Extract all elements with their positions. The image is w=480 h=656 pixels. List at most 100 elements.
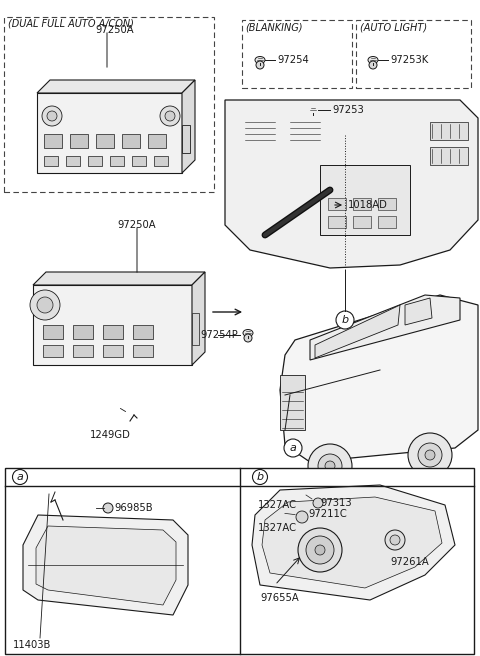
Text: 97261A: 97261A xyxy=(390,557,429,567)
Text: 96985B: 96985B xyxy=(114,503,153,513)
Bar xyxy=(430,147,468,165)
Ellipse shape xyxy=(308,106,318,113)
Bar xyxy=(182,125,190,153)
Circle shape xyxy=(336,311,354,329)
Text: a: a xyxy=(289,443,297,453)
Circle shape xyxy=(298,528,342,572)
Circle shape xyxy=(244,334,252,342)
Polygon shape xyxy=(280,295,478,462)
Bar xyxy=(70,134,88,148)
Circle shape xyxy=(103,503,113,513)
Ellipse shape xyxy=(255,56,265,64)
Circle shape xyxy=(315,545,325,555)
Bar xyxy=(96,134,114,148)
Circle shape xyxy=(418,443,442,467)
Bar xyxy=(378,216,396,228)
Bar xyxy=(328,216,346,228)
Bar xyxy=(133,345,153,357)
Bar xyxy=(148,134,166,148)
Circle shape xyxy=(313,498,323,508)
Bar xyxy=(110,156,124,166)
Bar xyxy=(353,216,371,228)
Circle shape xyxy=(306,536,334,564)
Circle shape xyxy=(390,535,400,545)
Bar xyxy=(320,165,410,235)
Bar xyxy=(5,468,474,654)
Ellipse shape xyxy=(368,56,378,64)
Text: 1327AC: 1327AC xyxy=(258,500,297,510)
Ellipse shape xyxy=(243,329,253,337)
Polygon shape xyxy=(192,272,205,365)
Polygon shape xyxy=(252,485,455,600)
Text: 11403B: 11403B xyxy=(13,640,51,650)
Bar xyxy=(103,345,123,357)
Polygon shape xyxy=(225,100,478,268)
Bar xyxy=(43,325,63,339)
Text: 97211C: 97211C xyxy=(308,509,347,519)
Bar xyxy=(328,198,346,210)
Circle shape xyxy=(42,106,62,126)
Text: 97254: 97254 xyxy=(277,55,309,65)
Text: (BLANKING): (BLANKING) xyxy=(245,22,302,32)
Circle shape xyxy=(160,106,180,126)
Bar xyxy=(353,198,371,210)
Circle shape xyxy=(30,290,60,320)
Text: 1249GD: 1249GD xyxy=(90,430,131,440)
Polygon shape xyxy=(310,295,460,360)
Bar xyxy=(192,313,199,345)
Circle shape xyxy=(325,461,335,471)
Circle shape xyxy=(369,61,377,69)
Text: (DUAL FULL AUTO A/CON): (DUAL FULL AUTO A/CON) xyxy=(8,18,134,28)
Circle shape xyxy=(296,511,308,523)
Bar xyxy=(122,134,140,148)
Bar xyxy=(44,156,58,166)
Text: 97250A: 97250A xyxy=(95,25,133,35)
Bar xyxy=(73,325,93,339)
Text: 97313: 97313 xyxy=(320,498,352,508)
Circle shape xyxy=(385,530,405,550)
Bar xyxy=(378,198,396,210)
Polygon shape xyxy=(262,497,442,588)
Bar xyxy=(132,156,146,166)
Polygon shape xyxy=(37,93,182,173)
Text: 1018AD: 1018AD xyxy=(348,200,388,210)
Circle shape xyxy=(318,454,342,478)
Bar xyxy=(44,134,62,148)
Text: 97253K: 97253K xyxy=(390,55,428,65)
Text: 97250A: 97250A xyxy=(118,220,156,230)
Circle shape xyxy=(12,470,27,485)
Polygon shape xyxy=(37,80,195,93)
Bar xyxy=(66,156,80,166)
Bar xyxy=(103,325,123,339)
Circle shape xyxy=(309,111,317,119)
Circle shape xyxy=(47,111,57,121)
Polygon shape xyxy=(36,526,176,605)
Bar xyxy=(154,156,168,166)
Bar xyxy=(280,375,305,430)
Polygon shape xyxy=(182,80,195,173)
Bar xyxy=(88,156,102,166)
Bar xyxy=(430,122,468,140)
Circle shape xyxy=(37,297,53,313)
Polygon shape xyxy=(33,285,192,365)
Text: b: b xyxy=(341,315,348,325)
Text: 1327AC: 1327AC xyxy=(258,523,297,533)
Bar xyxy=(133,325,153,339)
Circle shape xyxy=(308,444,352,488)
Circle shape xyxy=(252,470,267,485)
Bar xyxy=(73,345,93,357)
Circle shape xyxy=(425,450,435,460)
Polygon shape xyxy=(405,298,432,325)
Text: 97655A: 97655A xyxy=(260,593,299,603)
Text: 97254P: 97254P xyxy=(200,330,238,340)
Text: a: a xyxy=(17,472,24,482)
Polygon shape xyxy=(315,305,400,358)
Text: (AUTO LIGHT): (AUTO LIGHT) xyxy=(360,22,427,32)
Circle shape xyxy=(408,433,452,477)
Circle shape xyxy=(256,61,264,69)
Bar xyxy=(43,345,63,357)
Text: 97253: 97253 xyxy=(332,105,364,115)
Circle shape xyxy=(165,111,175,121)
Polygon shape xyxy=(23,515,188,615)
Text: b: b xyxy=(256,472,264,482)
